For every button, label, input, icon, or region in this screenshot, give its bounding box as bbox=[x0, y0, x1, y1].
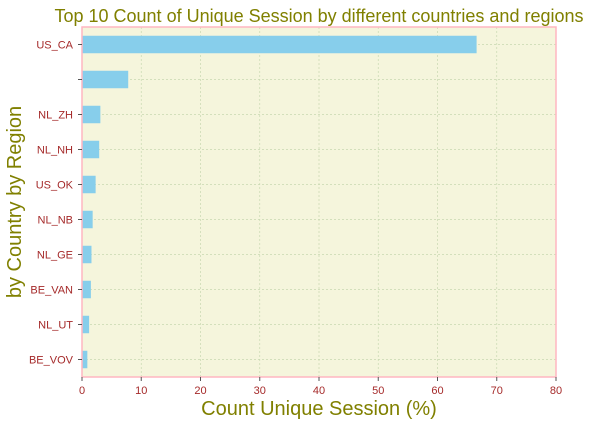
y-tick-label: BE_VOV bbox=[29, 355, 74, 367]
x-tick-label: 30 bbox=[254, 385, 266, 397]
x-tick-label: 80 bbox=[550, 385, 562, 397]
bar-us-ok bbox=[82, 175, 96, 194]
bar-nl-nb bbox=[82, 210, 93, 229]
x-tick-label: 0 bbox=[79, 385, 85, 397]
x-axis-label: Count Unique Session (%) bbox=[201, 398, 437, 420]
x-tick-label: 20 bbox=[194, 385, 206, 397]
bar-us-ca bbox=[82, 35, 477, 54]
y-tick-label: NL_UT bbox=[38, 320, 73, 332]
y-tick-label: NL_GE bbox=[37, 250, 73, 262]
chart-title: Top 10 Count of Unique Session by differ… bbox=[54, 6, 583, 26]
x-tick-label: 60 bbox=[431, 385, 443, 397]
x-tick-label: 40 bbox=[313, 385, 325, 397]
x-tick-label: 70 bbox=[491, 385, 503, 397]
x-tick-label: 50 bbox=[372, 385, 384, 397]
bar-be-vov bbox=[82, 350, 88, 369]
plot-area bbox=[82, 27, 556, 377]
y-tick-label: US_OK bbox=[36, 180, 74, 192]
y-tick-label: NL_NH bbox=[37, 145, 73, 157]
y-tick-label: NL_NB bbox=[38, 215, 73, 227]
bar-unlabeled bbox=[82, 70, 129, 89]
bar-nl-nh bbox=[82, 140, 100, 159]
y-axis-label: by Country by Region bbox=[4, 106, 26, 298]
bar-be-van bbox=[82, 280, 91, 299]
y-tick-label: NL_ZH bbox=[38, 110, 73, 122]
bar-nl-ge bbox=[82, 245, 92, 264]
ticks: 0 10 20 30 40 50 60 70 80 US_CA NL_ZH NL_NH US_OK NL_… bbox=[29, 40, 562, 398]
y-tick-label: US_CA bbox=[36, 40, 73, 52]
bar-nl-zh bbox=[82, 105, 101, 124]
bar-nl-ut bbox=[82, 315, 90, 334]
y-tick-label: BE_VAN bbox=[30, 285, 73, 297]
bars bbox=[82, 35, 477, 369]
x-tick-label: 10 bbox=[135, 385, 147, 397]
